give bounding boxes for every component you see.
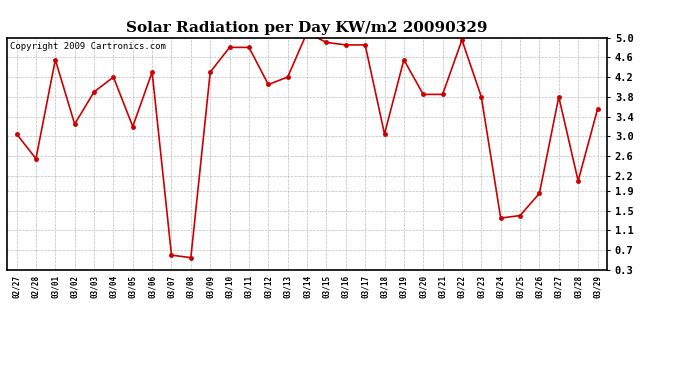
Title: Solar Radiation per Day KW/m2 20090329: Solar Radiation per Day KW/m2 20090329 <box>126 21 488 35</box>
Text: Copyright 2009 Cartronics.com: Copyright 2009 Cartronics.com <box>10 42 166 51</box>
